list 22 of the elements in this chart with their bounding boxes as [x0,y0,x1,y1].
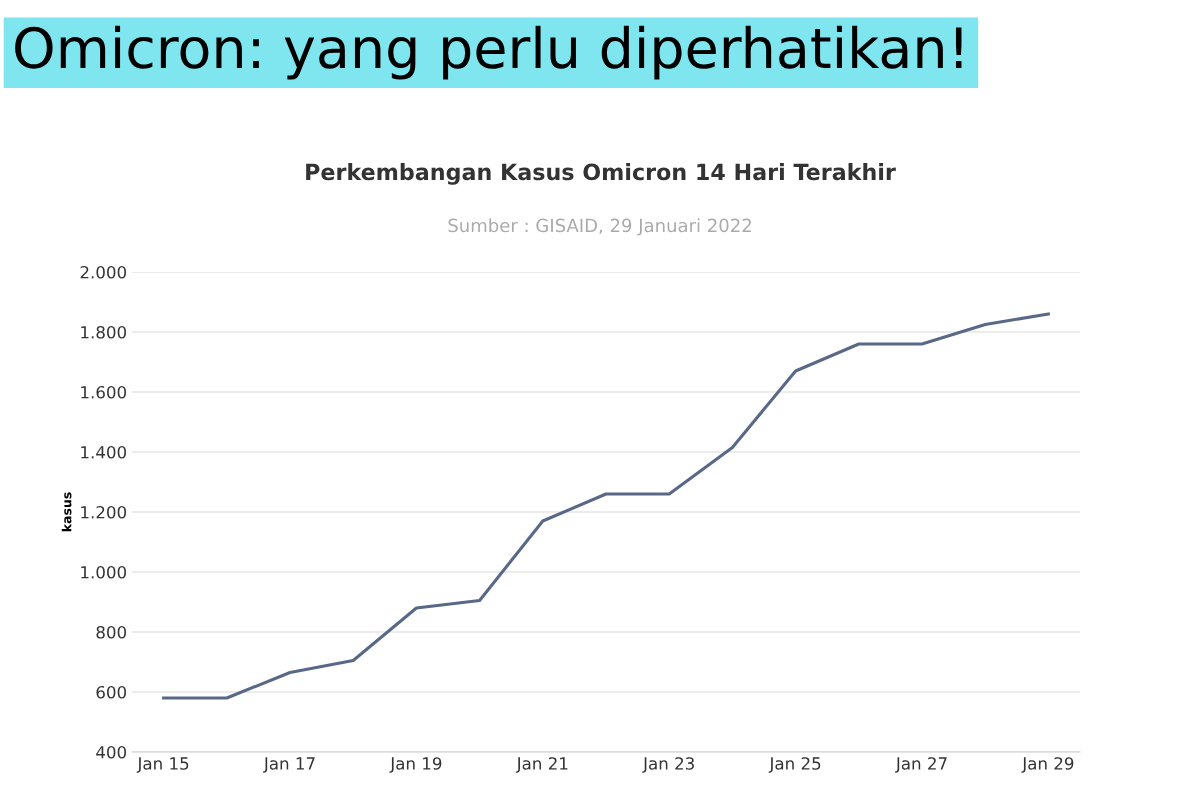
y-tick-label: 1.600 [81,385,127,399]
x-tick-label: Jan 19 [389,757,442,773]
chart-title: Perkembangan Kasus Omicron 14 Hari Terakhir [306,163,896,185]
x-tick-label: Jan 25 [768,757,821,773]
x-tick-label: Jan 23 [642,757,694,773]
x-tick-label: Jan 15 [136,757,189,773]
line-series [162,312,1050,700]
y-tick-label: 1.400 [81,445,127,459]
chart-subtitle: Sumber : GISAID, 29 Januari 2022 [448,218,751,236]
y-tick-label: 600 [96,685,127,699]
y-tick-label: 1.000 [81,565,127,579]
text: Omicron: yang perlu diperhatikan! [15,25,962,80]
y-tick-label: 1.200 [81,505,127,519]
x-tick-label: Jan 27 [895,757,947,773]
y-tick-label: 400 [96,745,127,759]
x-tick-label: Jan 21 [515,757,568,773]
x-tick-label: Jan 29 [1021,757,1074,773]
y-tick-label: 800 [96,625,127,639]
y-axis-title: kasus [61,492,72,532]
x-tick-label: Jan 17 [263,757,315,773]
y-tick-label: 2.000 [80,265,127,279]
y-tick-label: 1.800 [81,325,127,339]
